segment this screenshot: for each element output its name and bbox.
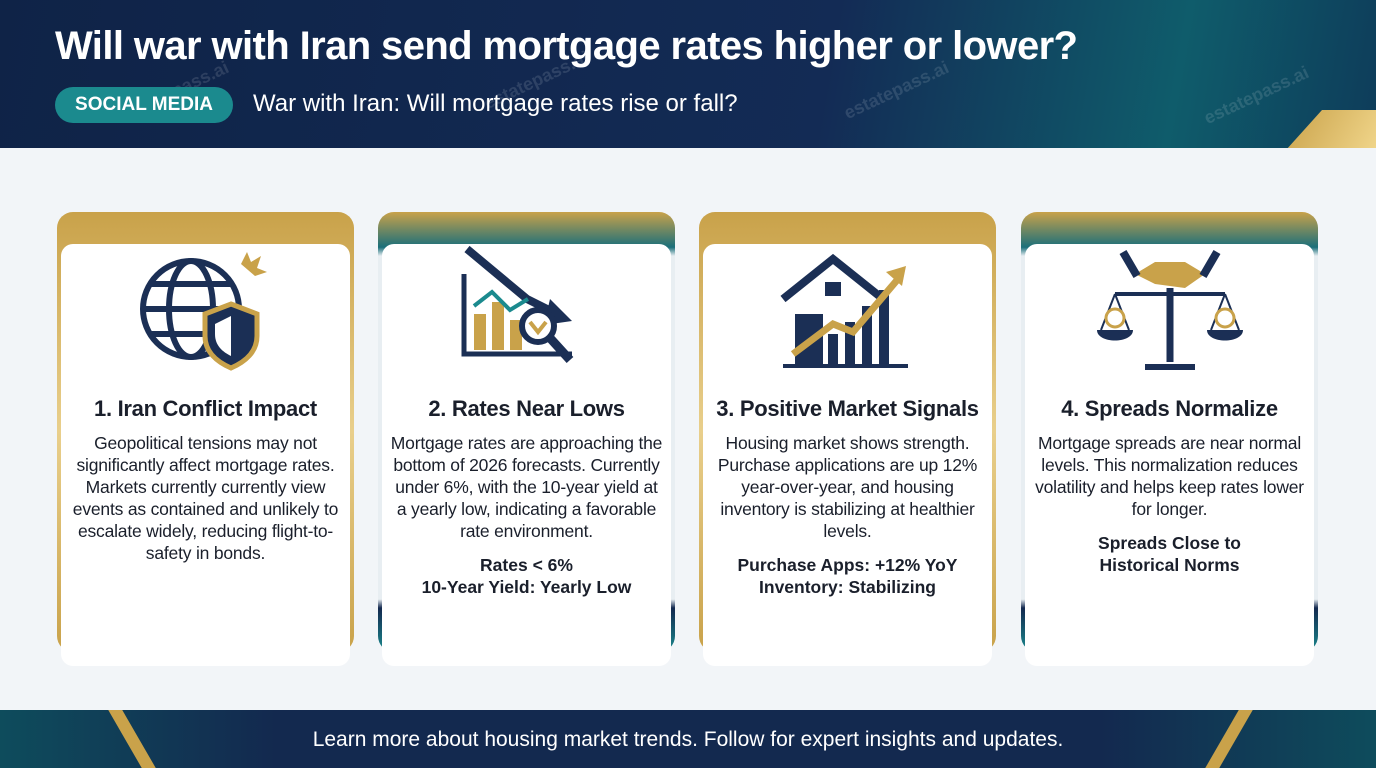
highlight: Inventory: Stabilizing: [759, 577, 936, 597]
subtitle: War with Iran: Will mortgage rates rise …: [253, 90, 738, 117]
card-text: Mortgage spreads are near normal levels.…: [1035, 433, 1304, 519]
icon: [780, 253, 908, 368]
highlight: 10-Year Yield: Yearly Low: [421, 577, 632, 597]
card: 4. Spreads Normalize Mortgage spreads ar…: [1021, 212, 1318, 666]
card: 1. Iran Conflict Impact Geopolitical ten…: [57, 212, 354, 666]
highlights: Rates < 6% 10-Year Yield: Yearly Low: [390, 554, 663, 598]
highlight: Spreads Close to Historical Norms: [1098, 533, 1241, 575]
card-title: 1. Iran Conflict Impact: [94, 396, 317, 421]
watermark: estatepass.ai: [1200, 62, 1312, 129]
paragraph: Markets currently currently view events …: [72, 477, 339, 563]
card-text: Housing market shows strength. Purchase …: [717, 433, 978, 541]
icon: [1096, 249, 1243, 370]
card-body: 3. Positive Market Signals Housing marke…: [703, 244, 992, 666]
highlights: Spreads Close to Historical Norms: [1033, 532, 1306, 576]
card-body: 2. Rates Near Lows Mortgage rates are ap…: [382, 244, 671, 666]
card-title: 2. Rates Near Lows: [428, 396, 625, 421]
footer: Learn more about housing market trends. …: [0, 710, 1376, 768]
card-body: 4. Spreads Normalize Mortgage spreads ar…: [1025, 244, 1314, 666]
highlight: Purchase Apps: +12% YoY: [737, 555, 958, 575]
highlights: Purchase Apps: +12% YoY Inventory: Stabil…: [711, 554, 984, 598]
header: estatepass.ai estatepass.ai estatepass.a…: [0, 0, 1376, 148]
highlight: Rates < 6%: [480, 555, 573, 575]
paragraph: Geopolitical tensions may not significan…: [76, 433, 335, 475]
card-title: 3. Positive Market Signals: [716, 396, 979, 421]
card-text: Mortgage rates are approaching the botto…: [390, 433, 663, 541]
card-title: 4. Spreads Normalize: [1061, 396, 1278, 421]
card-text: Geopolitical tensions may not significan…: [69, 432, 342, 564]
tag: SOCIAL MEDIA: [55, 87, 233, 123]
decoration: [1286, 110, 1376, 148]
footer-text: Learn more about housing market trends. …: [312, 728, 1064, 751]
title: Will war with Iran send mortgage rates h…: [55, 24, 1078, 68]
card: 3. Positive Market Signals Housing marke…: [699, 212, 996, 666]
card: 2. Rates Near Lows Mortgage rates are ap…: [378, 212, 675, 666]
icon: [461, 245, 573, 364]
icon: [139, 252, 267, 371]
card-body: 1. Iran Conflict Impact Geopolitical ten…: [61, 244, 350, 666]
